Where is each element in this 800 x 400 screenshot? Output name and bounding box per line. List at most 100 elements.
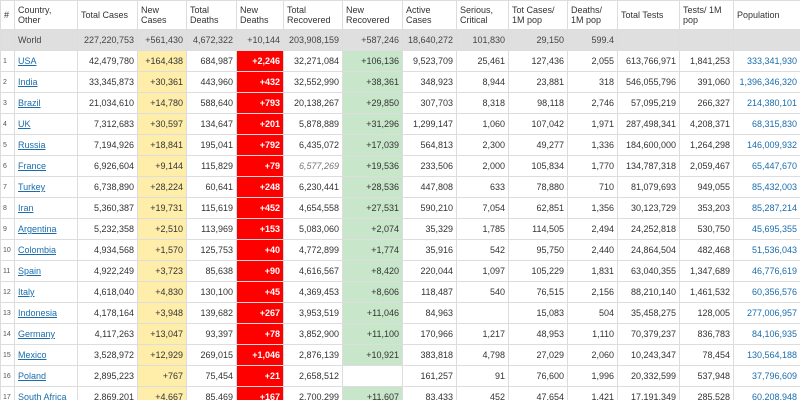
country-link[interactable]: India [18,77,38,87]
column-header[interactable]: # [0,0,15,30]
country-link[interactable]: Colombia [18,245,57,255]
table-cell: 2,300 [456,134,509,156]
table-cell: 7,054 [456,197,509,219]
column-header[interactable]: Total Deaths [186,0,237,30]
column-header[interactable]: Deaths/ 1M pop [567,0,618,30]
country-link[interactable]: Russia [18,140,46,150]
table-cell: World [14,29,78,51]
table-cell: 4,672,322 [186,29,237,51]
table-cell: 33,345,873 [77,71,138,93]
table-cell: +28,224 [137,176,187,198]
column-header[interactable]: Tot Cases/ 1M pop [508,0,568,30]
table-cell: 4,208,371 [679,113,734,135]
table-cell: +11,100 [342,323,403,345]
country-link[interactable]: Indonesia [18,308,58,318]
table-cell: 20,138,267 [283,92,343,114]
table-cell: +3,723 [137,260,187,282]
table-row: 1 USA 42,479,780 +164,438 684,987 +2,246 32,27… [0,50,800,72]
table-cell: 2,060 [567,344,618,366]
table-cell: 7,194,926 [77,134,138,156]
column-header[interactable]: Country, Other [14,0,78,30]
country-link[interactable]: France [18,161,47,171]
table-cell: +30,361 [137,71,187,93]
table-cell: +167 [236,386,284,400]
table-row: 11 Spain 4,922,249 +3,723 85,638 +90 4,616,567… [0,260,800,282]
column-header[interactable]: Population [733,0,800,30]
column-header[interactable]: Active Cases [402,0,457,30]
table-cell: 128,005 [679,302,734,324]
table-cell: +14,780 [137,92,187,114]
table-cell: 1,971 [567,113,618,135]
table-cell: UK [14,113,78,135]
table-row: 12 Italy 4,618,040 +4,830 130,100 +45 4,369,45… [0,281,800,303]
country-link[interactable]: USA [18,56,37,66]
table-cell: +8,606 [342,281,403,303]
country-link[interactable]: Mexico [18,350,47,360]
table-cell: 2,059,467 [679,155,734,177]
table-cell: 98,118 [508,92,568,114]
column-header[interactable]: New Recovered [342,0,403,30]
table-cell: 1 [0,50,15,72]
table-row: 9 Argentina 5,232,358 +2,510 113,969 +153 5,08… [0,218,800,240]
table-cell: 3 [0,92,15,114]
table-cell: Mexico [14,344,78,366]
table-cell [0,29,15,51]
table-cell: 46,776,619 [733,260,800,282]
table-cell: 115,619 [186,197,237,219]
table-cell: 2,658,512 [283,365,343,387]
column-header[interactable]: Total Recovered [283,0,343,30]
table-cell: +11,607 [342,386,403,400]
country-link[interactable]: Spain [18,266,42,276]
table-cell: 4,616,567 [283,260,343,282]
column-header[interactable]: Total Tests [617,0,680,30]
table-cell: 78,454 [679,344,734,366]
country-link[interactable]: Argentina [18,224,57,234]
country-link[interactable]: Brazil [18,98,41,108]
table-cell: 1,841,253 [679,50,734,72]
country-link[interactable]: South Africa [18,392,67,400]
table-cell [617,29,680,51]
table-cell: Russia [14,134,78,156]
table-cell: 115,829 [186,155,237,177]
table-cell: 130,100 [186,281,237,303]
column-header[interactable]: Serious, Critical [456,0,509,30]
table-cell: 118,487 [402,281,457,303]
column-header[interactable]: New Cases [137,0,187,30]
table-cell: 4,654,558 [283,197,343,219]
column-header[interactable]: Total Cases [77,0,138,30]
table-cell: 1,097 [456,260,509,282]
table-cell: 49,277 [508,134,568,156]
table-cell: 353,203 [679,197,734,219]
table-cell: 84,106,935 [733,323,800,345]
table-cell: 3,852,900 [283,323,343,345]
table-cell: +452 [236,197,284,219]
table-cell: 307,703 [402,92,457,114]
country-link[interactable]: Iran [18,203,34,213]
table-cell: Colombia [14,239,78,261]
table-cell: 184,600,000 [617,134,680,156]
country-link[interactable]: Poland [18,371,47,381]
table-cell: 227,220,753 [77,29,138,51]
table-cell: 333,341,930 [733,50,800,72]
country-link[interactable]: Italy [18,287,35,297]
table-cell: 27,029 [508,344,568,366]
table-cell: 7 [0,176,15,198]
column-header[interactable]: Tests/ 1M pop [679,0,734,30]
table-cell: 84,963 [402,302,457,324]
table-cell: 2,700,299 [283,386,343,400]
table-cell: 4,922,249 [77,260,138,282]
column-header[interactable]: New Deaths [236,0,284,30]
table-cell: 220,044 [402,260,457,282]
country-link[interactable]: Germany [18,329,56,339]
table-cell: 23,881 [508,71,568,93]
table-cell: +2,246 [236,50,284,72]
table-cell: +267 [236,302,284,324]
table-cell: 836,783 [679,323,734,345]
country-link[interactable]: Turkey [18,182,46,192]
table-cell: 37,796,609 [733,365,800,387]
table-cell: 13 [0,302,15,324]
table-cell: +4,667 [137,386,187,400]
country-link[interactable]: UK [18,119,31,129]
table-cell: 1,347,689 [679,260,734,282]
table-cell: 564,813 [402,134,457,156]
